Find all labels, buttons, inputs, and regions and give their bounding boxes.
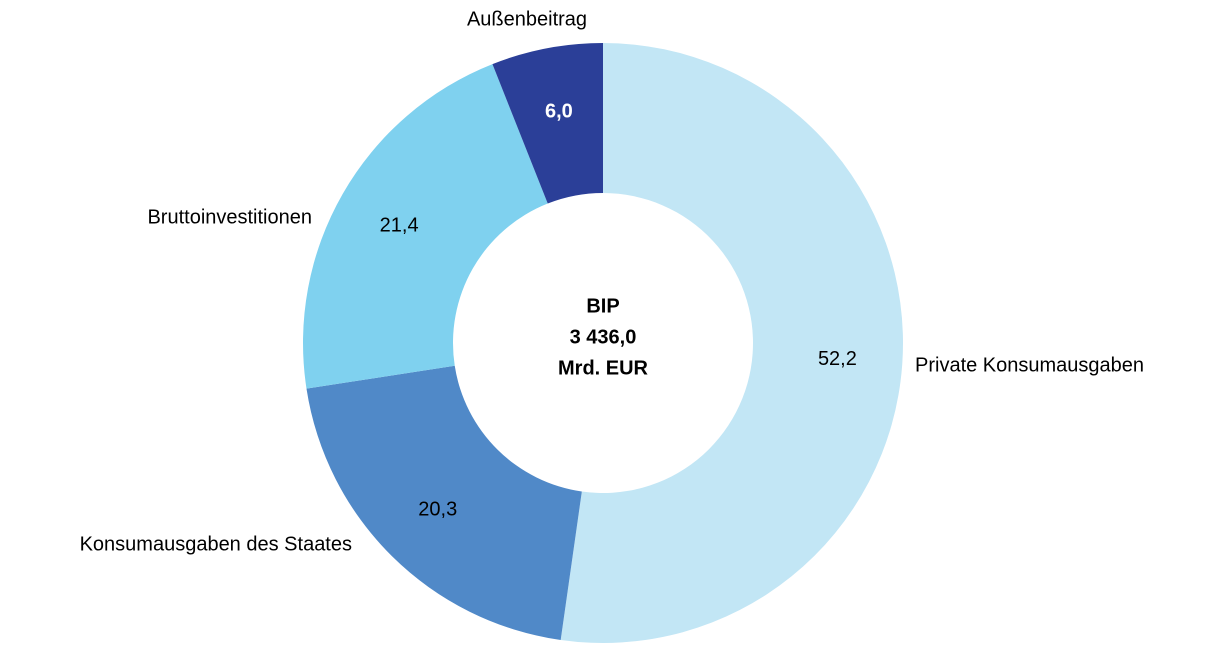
donut-segment <box>560 43 903 643</box>
category-label: Außenbeitrag <box>467 8 587 30</box>
value-label: 52,2 <box>818 348 857 370</box>
value-label: 21,4 <box>380 214 419 236</box>
donut-segment <box>306 365 582 641</box>
category-label: Bruttoinvestitionen <box>147 206 312 228</box>
donut-segment <box>492 43 603 204</box>
value-label: 6,0 <box>545 100 573 122</box>
center-label: 3 436,0 <box>570 326 637 348</box>
donut-segment <box>303 64 548 389</box>
center-label: Mrd. EUR <box>558 357 649 379</box>
category-label: Konsumausgaben des Staates <box>80 533 352 555</box>
category-label: Private Konsumausgaben <box>915 354 1144 376</box>
center-label: BIP <box>586 295 619 317</box>
value-label: 20,3 <box>418 498 457 520</box>
